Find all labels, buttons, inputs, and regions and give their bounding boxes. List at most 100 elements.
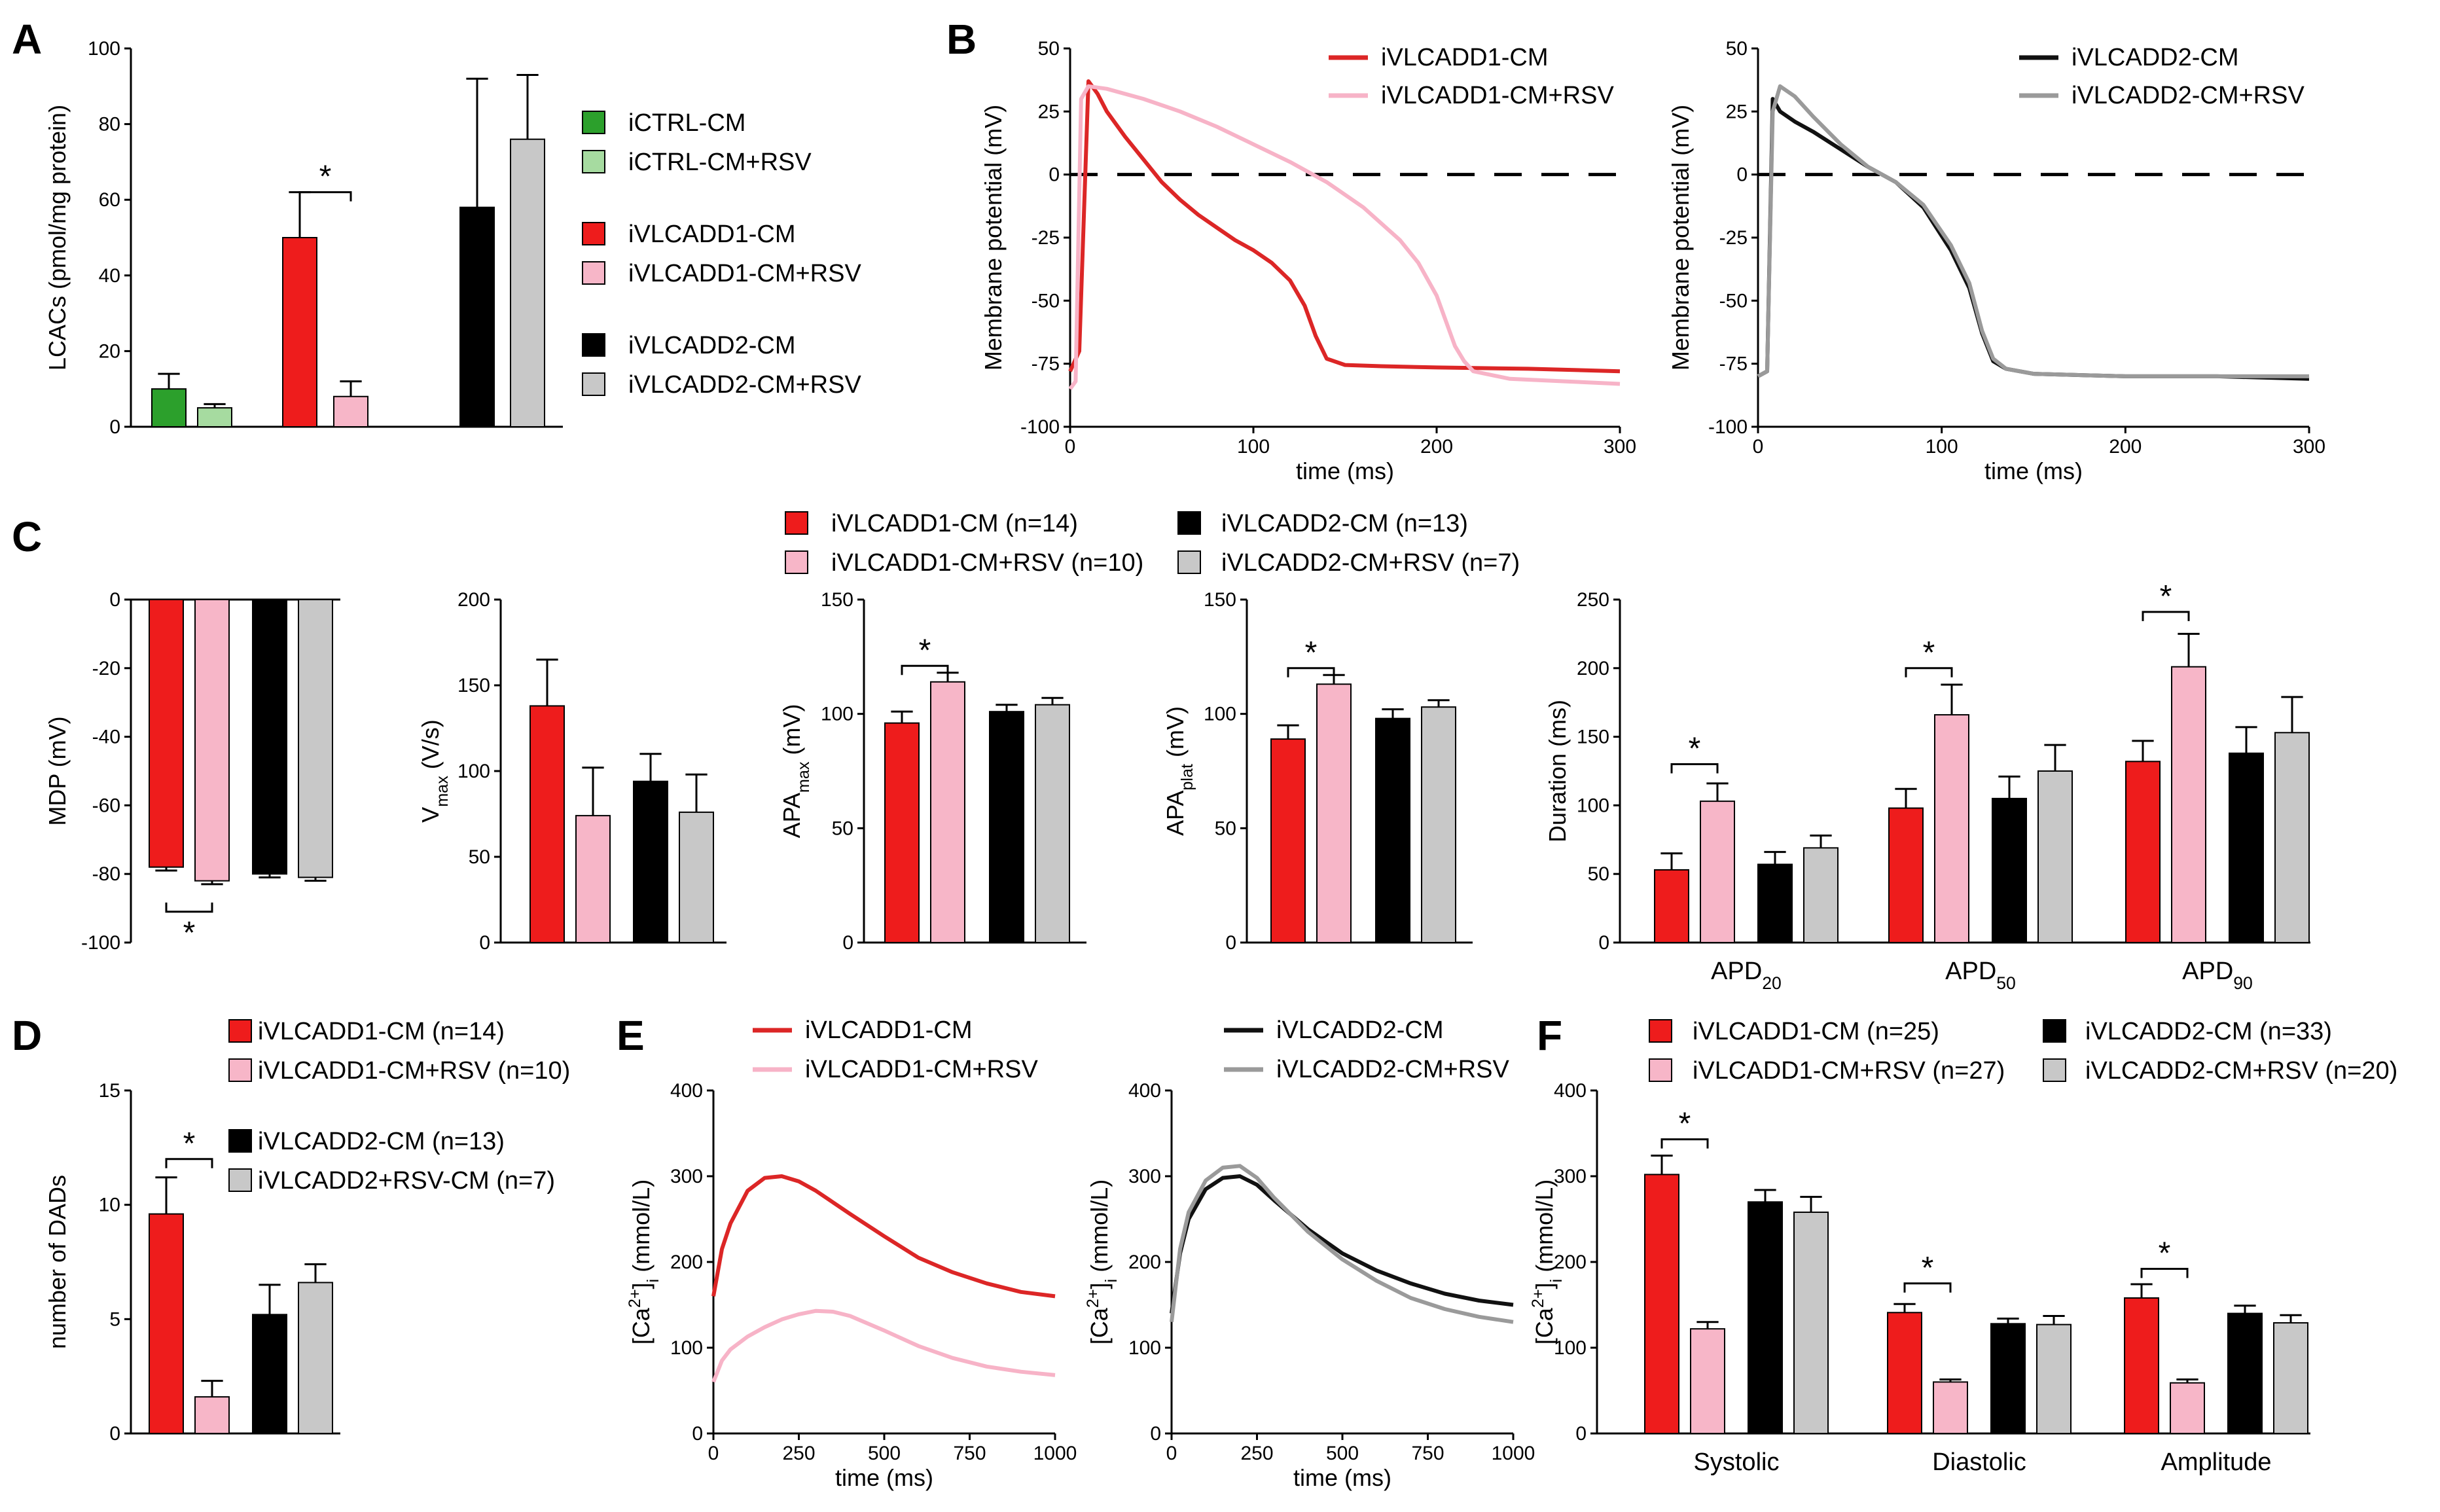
x-tick-label: 200 xyxy=(2109,436,2142,458)
y-tick-label: -50 xyxy=(1719,290,1748,312)
legend-swatch-ictrl xyxy=(582,111,605,134)
y-tick-label: 150 xyxy=(1204,589,1236,611)
y-tick-label: 100 xyxy=(670,1337,703,1359)
legend-swatch-v2-rsv xyxy=(228,1168,252,1192)
y-tick-label: 0 xyxy=(109,589,120,611)
y-tick-label: 50 xyxy=(1038,38,1060,60)
x-axis-label: time (ms) xyxy=(835,1464,933,1491)
y-tick-label: 50 xyxy=(1588,863,1609,885)
significance-star: * xyxy=(319,160,332,194)
legend-swatch-v2 xyxy=(1177,511,1201,535)
y-tick-label: 0 xyxy=(1598,932,1609,954)
bar-ivlcadd2-cm xyxy=(1757,863,1793,943)
y-tick-label: 0 xyxy=(1049,164,1060,186)
legend-swatch-v1 xyxy=(1649,1019,1672,1043)
legend-swatch-v2 xyxy=(2043,1019,2066,1043)
y-tick-label: -40 xyxy=(92,727,120,748)
bar-ivlcadd1-cm xyxy=(1888,807,1924,944)
legend-label: iVLCADD1-CM+RSV xyxy=(805,1056,1038,1083)
panel-B-left-legend: iVLCADD1-CM iVLCADD1-CM+RSV xyxy=(1329,44,1614,109)
x-axis-label: time (ms) xyxy=(1293,1464,1391,1491)
bar-ivlcadd1-cm+rsv xyxy=(575,815,611,943)
bar-ivlcadd2-cm+rsv xyxy=(2273,1322,2308,1435)
legend-swatch-v1 xyxy=(785,511,808,535)
bar-ivlcadd1-cm+rsv xyxy=(194,599,230,882)
legend-label: iVLCADD2-CM (n=33) xyxy=(2085,1018,2332,1045)
y-tick-label: 10 xyxy=(99,1195,120,1216)
y-tick-label: 15 xyxy=(99,1080,120,1102)
bar-ivlcadd2-cm+rsv xyxy=(1803,847,1839,943)
y-tick-label: 200 xyxy=(1577,658,1609,679)
significance-bracket xyxy=(1670,763,1719,774)
x-tick-label: 250 xyxy=(782,1443,815,1464)
bar-ivlcadd2+rsv-cm xyxy=(298,1282,333,1434)
y-tick-label: 50 xyxy=(469,846,490,868)
series-line-ivlcadd1-cm+rsv xyxy=(1068,84,1621,390)
panel-letter-F: F xyxy=(1537,1012,1562,1059)
legend-label: iVLCADD2+RSV-CM (n=7) xyxy=(258,1167,555,1195)
bar-ivlcadd1-cm+rsv xyxy=(1934,714,1969,943)
legend-label: iVLCADD1-CM+RSV (n=10) xyxy=(831,549,1143,577)
legend-label: iVLCADD2-CM (n=13) xyxy=(1221,510,1468,537)
chart-lcacs: 0 20 40 60 80 100 LCACs (pmol/mg protein) * xyxy=(44,38,563,438)
panel-letter-C: C xyxy=(12,513,42,560)
y-tick-label: 150 xyxy=(1577,727,1609,748)
panel-D-legend: iVLCADD1-CM (n=14) iVLCADD1-CM+RSV (n=10… xyxy=(228,1018,570,1195)
panel-letter-B: B xyxy=(946,16,977,63)
panel-A-legend: iCTRL-CM iCTRL-CM+RSV iVLCADD1-CM iVLCAD… xyxy=(582,109,861,399)
chart-mdp: 0 -20 -40 -60 -80 -100 MDP (mV) * xyxy=(44,589,340,954)
significance-bracket xyxy=(165,1158,213,1168)
significance-bracket xyxy=(2140,1267,2189,1278)
bar-ivlcadd2-cm xyxy=(1375,717,1410,943)
chart-ap-vlcadd2: -100 -75 -50 -25 0 25 50 Membrane potential (mV… xyxy=(1667,38,2325,484)
chart-apa-plat: 0 50 100 150 APAplat (mV) * xyxy=(1162,589,1473,954)
y-tick-label: 25 xyxy=(1038,101,1060,122)
bar-ictrl-cm xyxy=(151,388,187,428)
y-tick-label: 200 xyxy=(1128,1251,1161,1273)
x-tick-label: 100 xyxy=(1237,436,1270,458)
bar-ivlcadd1-cm+rsv xyxy=(2170,1382,2205,1434)
bar-ivlcadd1-cm+rsv xyxy=(333,395,368,428)
legend-swatch-v2-rsv xyxy=(582,372,605,396)
legend-swatch-v1 xyxy=(228,1019,252,1043)
bar-ivlcadd2-cm+rsv xyxy=(2036,1323,2072,1434)
legend-label: iVLCADD1-CM+RSV (n=27) xyxy=(1693,1057,2005,1085)
bar-ivlcadd2-cm xyxy=(989,711,1024,943)
x-tick-label: 500 xyxy=(1326,1443,1359,1464)
y-axis-label: Duration (ms) xyxy=(1544,700,1571,842)
significance-star: * xyxy=(2159,1236,2171,1270)
legend-swatch-v2 xyxy=(228,1129,252,1153)
x-tick-label: 750 xyxy=(953,1443,986,1464)
legend-swatch-v2-rsv xyxy=(2043,1058,2066,1082)
chart-apd: 0 50 100 150 200 250 Duration (ms) APD20 * APD50 *… xyxy=(1544,579,2310,993)
x-tick-label: 0 xyxy=(708,1443,719,1464)
significance-bracket xyxy=(1287,667,1335,677)
y-tick-label: 100 xyxy=(1554,1337,1587,1359)
series-line-ivlcadd2-cm xyxy=(1757,97,2310,381)
x-tick-label: 250 xyxy=(1240,1443,1273,1464)
bar-ivlcadd1-cm xyxy=(529,705,565,943)
y-tick-label: 60 xyxy=(99,189,120,211)
chart-calcium-vlcadd1: 0 100 200 300 400 [Ca2+]i (mmol/L) 0 250 500 750 1… xyxy=(626,1080,1077,1491)
legend-swatch-v2 xyxy=(582,333,605,357)
x-category-label: Diastolic xyxy=(1932,1449,2026,1476)
bar-ivlcadd1-cm xyxy=(1654,869,1689,943)
x-tick-label: 0 xyxy=(1065,436,1076,458)
y-tick-label: 300 xyxy=(1128,1166,1161,1187)
y-tick-label: 100 xyxy=(88,38,120,60)
y-tick-label: 20 xyxy=(99,340,120,362)
legend-label: iVLCADD1-CM+RSV xyxy=(1381,82,1614,109)
y-tick-label: -75 xyxy=(1032,353,1060,375)
bar-ivlcadd2-cm+rsv xyxy=(298,599,333,878)
significance-star: * xyxy=(183,916,196,950)
bar-ivlcadd1-cm+rsv xyxy=(1933,1381,1968,1434)
y-tick-label: 200 xyxy=(1554,1251,1587,1273)
legend-label: iVLCADD2-CM (n=13) xyxy=(258,1128,505,1155)
bar-ivlcadd2-cm xyxy=(252,1314,287,1435)
y-axis-label: Membrane potential (mV) xyxy=(1667,105,1694,370)
y-axis-label: [Ca2+]i (mmol/L) xyxy=(1529,1179,1566,1344)
bar-ivlcadd1-cm xyxy=(1270,738,1306,944)
y-tick-label: 0 xyxy=(842,932,853,954)
panel-F-legend: iVLCADD1-CM (n=25) iVLCADD1-CM+RSV (n=27… xyxy=(1649,1018,2397,1085)
bar-ivlcadd2-cm+rsv xyxy=(510,138,545,427)
